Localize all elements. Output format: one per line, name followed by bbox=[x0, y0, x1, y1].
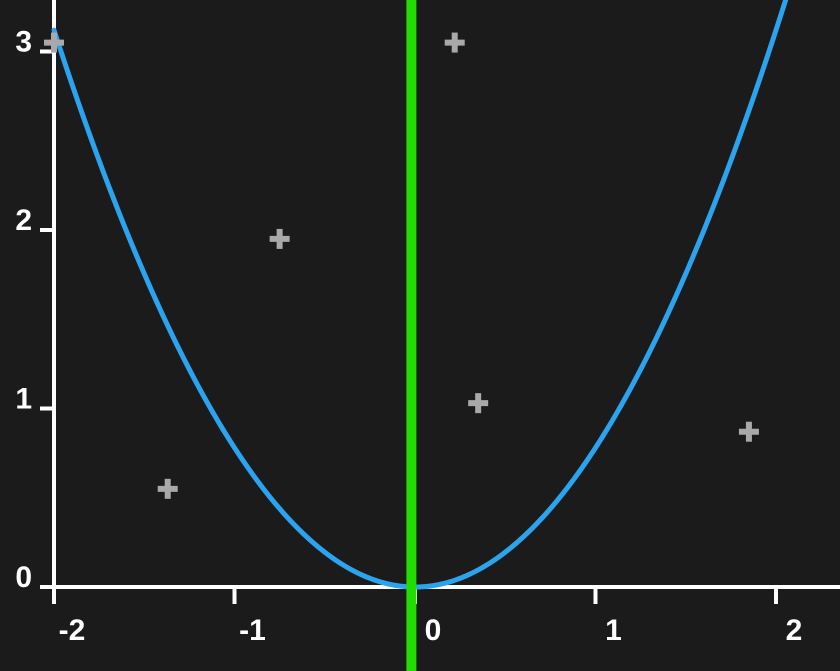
points-layer bbox=[44, 32, 759, 499]
parabola-curve bbox=[51, 0, 789, 590]
x-tick-label-0: -2 bbox=[59, 614, 86, 647]
x-tick-label-4: 2 bbox=[786, 614, 803, 647]
axes bbox=[40, 0, 840, 604]
tick-labels: -2 -1 0 1 2 0 1 2 3 bbox=[15, 26, 802, 648]
x-tick-label-3: 1 bbox=[605, 614, 622, 647]
data-point-3 bbox=[444, 32, 465, 53]
data-point-0 bbox=[44, 32, 64, 53]
y-tick-label-2: 2 bbox=[15, 204, 32, 237]
y-tick-label-0: 0 bbox=[15, 561, 32, 594]
data-point-2 bbox=[269, 228, 290, 249]
data-point-4 bbox=[468, 393, 489, 414]
y-tick-label-1: 1 bbox=[15, 383, 32, 416]
x-tick-label-2: 0 bbox=[425, 614, 442, 647]
y-tick-label-3: 3 bbox=[15, 26, 32, 59]
data-point-1 bbox=[157, 478, 178, 499]
data-point-5 bbox=[738, 421, 759, 442]
curve-layer bbox=[51, 0, 789, 590]
x-tick-label-1: -1 bbox=[239, 614, 266, 647]
